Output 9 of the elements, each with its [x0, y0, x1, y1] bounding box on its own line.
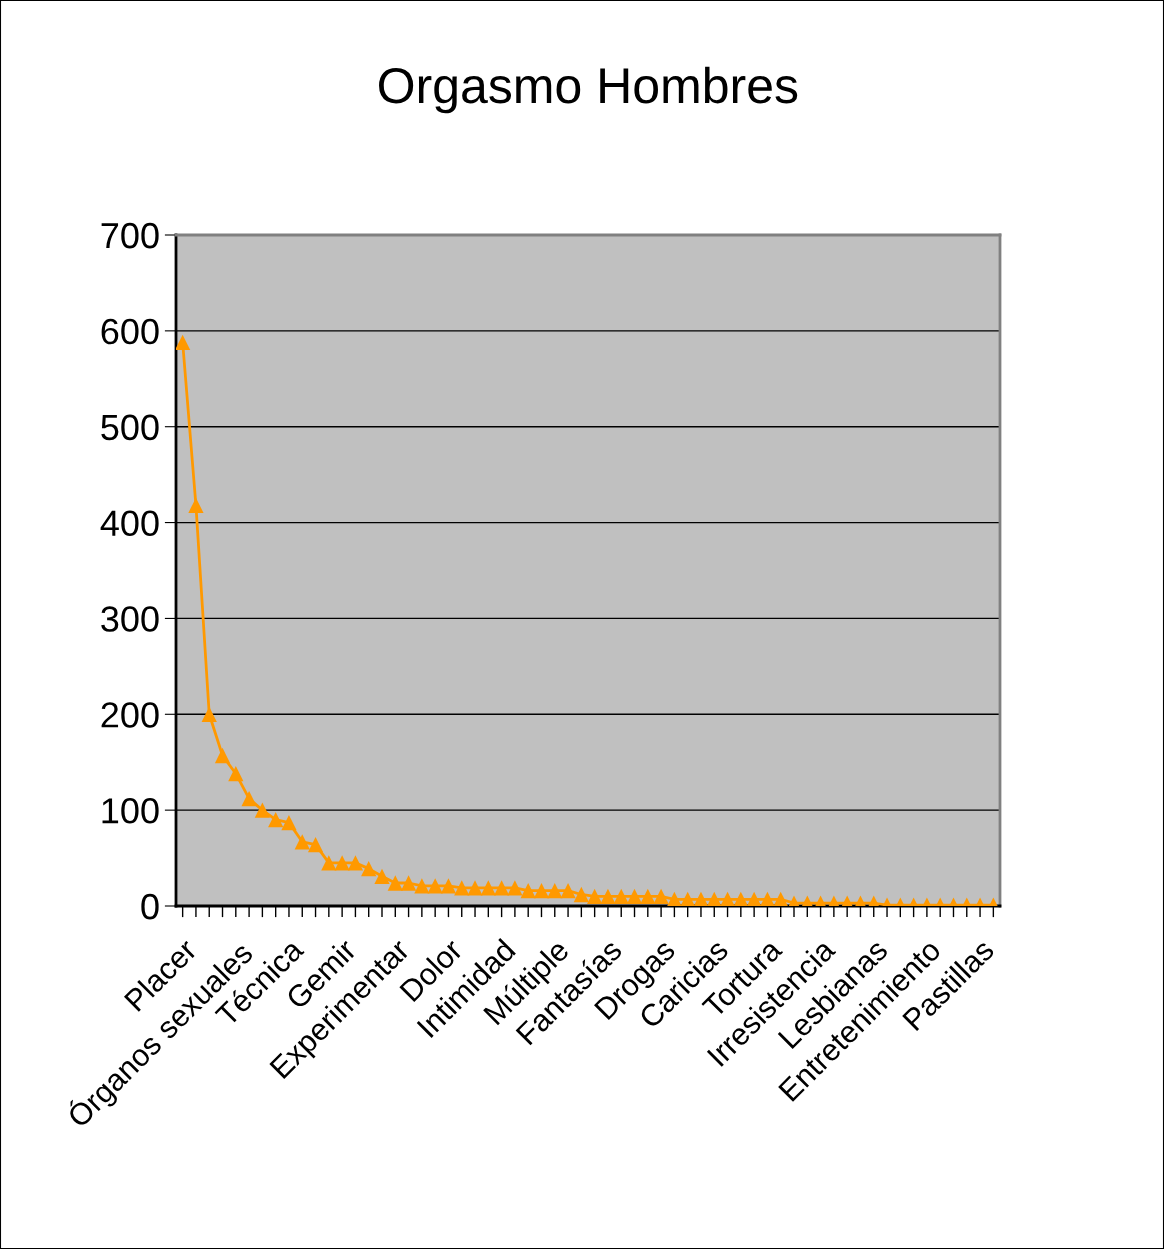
y-tick-label: 700 [101, 222, 159, 249]
y-tick-label: 100 [102, 798, 159, 824]
y-tick-label: 300 [101, 606, 159, 632]
y-tick-label: 0 [141, 893, 159, 920]
y-tick-label: 500 [101, 414, 159, 441]
y-tick-label: 400 [100, 510, 159, 537]
y-tick-label: 200 [101, 702, 159, 728]
chart-title: Orgasmo Hombres [379, 66, 798, 114]
y-tick-label: 600 [101, 318, 159, 345]
